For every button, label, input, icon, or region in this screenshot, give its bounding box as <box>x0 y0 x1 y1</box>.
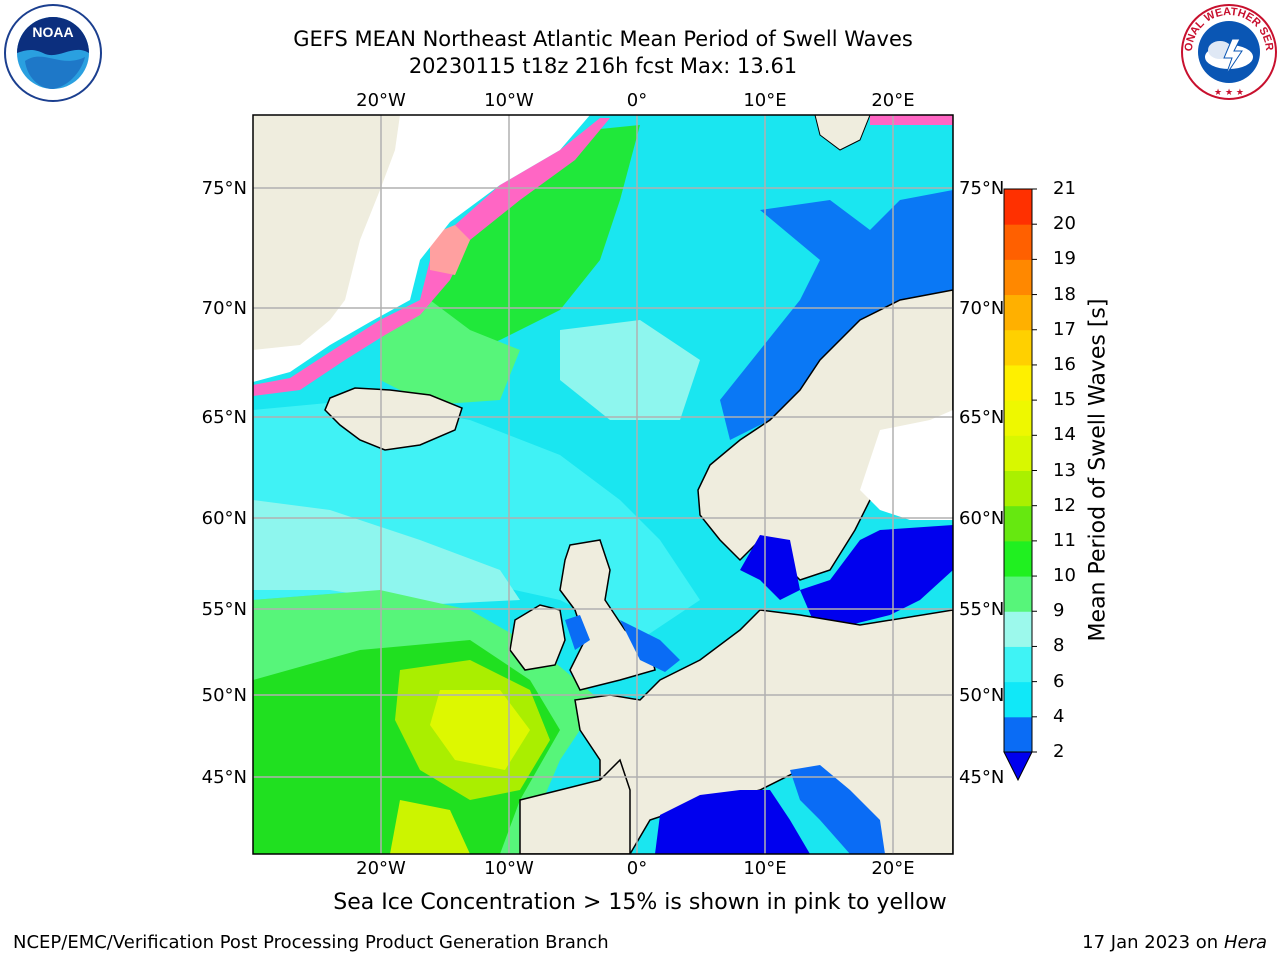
sea-ice-caption: Sea Ice Concentration > 15% is shown in … <box>333 890 947 915</box>
map-border <box>252 114 954 855</box>
lat-label-right: 70°N <box>959 298 1004 319</box>
lat-label-left: 45°N <box>202 767 247 788</box>
lat-label-right: 75°N <box>959 178 1004 199</box>
colorbar-tick-label: 15 <box>1053 389 1076 411</box>
colorbar-segment <box>1004 435 1032 471</box>
mediterranean-sea <box>655 790 810 854</box>
colorbar-tick-label: 18 <box>1053 283 1076 305</box>
colorbar-segment <box>1004 189 1032 225</box>
colorbar-segment <box>1004 470 1032 507</box>
lat-label-right: 50°N <box>959 685 1004 706</box>
colorbar-segment <box>1004 364 1032 401</box>
colorbar-segment <box>1004 646 1032 683</box>
footer-host: Hera <box>1223 932 1267 953</box>
colorbar-segment <box>1004 611 1032 647</box>
noaa-logo-text: NOAA <box>32 24 73 40</box>
colorbar-segment <box>1004 329 1032 366</box>
lon-label-top: 10°W <box>484 90 534 111</box>
colorbar-title: Mean Period of Swell Waves [s] <box>1085 298 1111 642</box>
colorbar-segment <box>1004 716 1032 753</box>
colorbar-tick-label: 10 <box>1053 565 1076 587</box>
colorbar-tick-label: 13 <box>1053 459 1076 481</box>
lat-label-left: 50°N <box>202 685 247 706</box>
colorbar-tick-label: 17 <box>1053 318 1076 340</box>
lat-label-left: 65°N <box>202 407 247 428</box>
colorbar-tick-label: 19 <box>1053 248 1076 270</box>
lat-label-right: 45°N <box>959 767 1004 788</box>
great-britain-land <box>559 539 656 691</box>
map-field <box>253 115 953 854</box>
colorbar-segment <box>1004 294 1032 331</box>
greenland-land <box>253 115 400 350</box>
colorbar-tick-label: 16 <box>1053 353 1076 375</box>
colorbar-tick-label: 2 <box>1053 741 1065 762</box>
lat-label-right: 60°N <box>959 508 1004 529</box>
baltic-sea <box>800 525 953 625</box>
footer-credit: NCEP/EMC/Verification Post Processing Pr… <box>13 932 609 953</box>
colorbar-tick-label: 14 <box>1053 424 1076 446</box>
swell-13-14-core <box>430 690 530 770</box>
gulf-of-bothnia <box>860 410 953 520</box>
colorbar-segment <box>1004 681 1032 718</box>
colorbar-tick-label: 4 <box>1053 705 1065 727</box>
iceland-land <box>324 387 463 451</box>
colorbar-tick-label: 12 <box>1053 494 1076 516</box>
chart-title: GEFS MEAN Northeast Atlantic Mean Period… <box>293 27 913 51</box>
lon-label-top: 20°E <box>871 90 914 111</box>
lat-label-right: 65°N <box>959 407 1004 428</box>
lon-label-bottom: 20°W <box>356 858 406 879</box>
noaa-logo: NOAA <box>4 4 102 102</box>
colorbar-under-triangle <box>1003 751 1033 782</box>
lat-label-right: 55°N <box>959 599 1004 620</box>
chart-subtitle: 20230115 t18z 216h fcst Max: 13.61 <box>408 54 798 78</box>
lon-label-bottom: 0° <box>627 858 647 879</box>
lat-label-left: 70°N <box>202 298 247 319</box>
colorbar-tick-label: 21 <box>1053 178 1076 199</box>
lon-label-bottom: 10°E <box>743 858 786 879</box>
lon-label-bottom: 20°E <box>871 858 914 879</box>
colorbar-segment <box>1004 400 1032 436</box>
lat-label-left: 55°N <box>202 599 247 620</box>
colorbar <box>1003 188 1037 782</box>
colorbar-tick-label: 20 <box>1053 213 1076 235</box>
lon-label-top: 10°E <box>743 90 786 111</box>
svg-text:★ ★ ★: ★ ★ ★ <box>1214 88 1244 98</box>
swell-10-11-area-north <box>420 125 640 360</box>
colorbar-tick-label: 8 <box>1053 635 1065 657</box>
lat-label-left: 75°N <box>202 178 247 199</box>
svalbard-land <box>814 115 871 151</box>
colorbar-segment <box>1004 505 1032 542</box>
lon-label-top: 0° <box>627 90 647 111</box>
lon-label-top: 20°W <box>356 90 406 111</box>
colorbar-segment <box>1004 540 1032 577</box>
scandinavia-land <box>697 289 953 581</box>
colorbar-tick-label: 9 <box>1053 600 1065 622</box>
colorbar-segment <box>1004 259 1032 296</box>
iberia-land <box>519 758 631 854</box>
colorbar-tick-label: 11 <box>1053 529 1076 551</box>
colorbar-tick-label: 6 <box>1053 670 1065 692</box>
colorbar-segment <box>1004 576 1032 612</box>
national-weather-service-logo: NATIONAL WEATHER SERVICE ★ ★ ★ <box>1180 3 1277 100</box>
swell-2-4-area-barents <box>720 190 953 440</box>
lon-label-bottom: 10°W <box>484 858 534 879</box>
footer-date: 17 Jan 2023 on Hera <box>1082 932 1267 953</box>
lat-label-left: 60°N <box>202 508 247 529</box>
adriatic-sea <box>790 765 885 854</box>
map-gridlines <box>253 115 953 854</box>
colorbar-segment <box>1004 224 1032 260</box>
ireland-land <box>509 604 566 671</box>
